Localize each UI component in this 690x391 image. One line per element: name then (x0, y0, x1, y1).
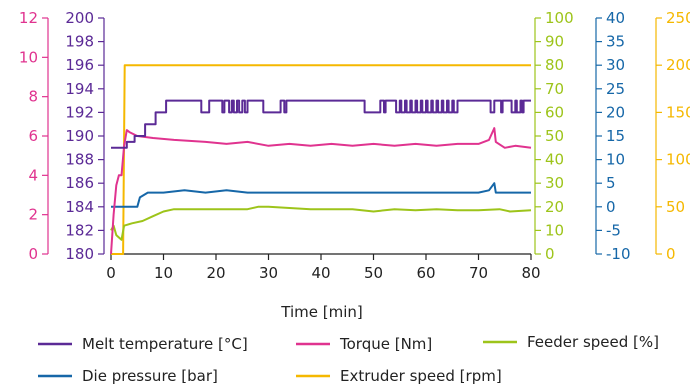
melt_temp-tick-label: 194 (65, 80, 94, 98)
x-tick-label: 50 (364, 264, 383, 282)
x-tick-label: 30 (259, 264, 278, 282)
legend-label: Feeder speed [%] (527, 333, 659, 351)
feeder-tick-label: 60 (545, 103, 564, 121)
pressure-tick-label: 10 (606, 151, 625, 169)
melt_temp-tick-label: 200 (65, 9, 94, 27)
torque-tick-label: 10 (19, 48, 38, 66)
melt_temp-tick-label: 188 (65, 151, 94, 169)
legend-item: Torque [Nm] (296, 335, 432, 353)
pressure-tick-label: -5 (606, 221, 621, 239)
torque-axis: 0 2 4 6 8 10 12 (19, 9, 49, 263)
legend-item: Extruder speed [rpm] (296, 367, 502, 385)
pressure-tick-label: -10 (606, 245, 631, 263)
melt_temp-tick-label: 196 (65, 56, 94, 74)
feeder-tick-label: 100 (545, 9, 574, 27)
legend-item: Feeder speed [%] (483, 333, 659, 351)
torque-tick-label: 8 (28, 88, 38, 106)
legend-label: Die pressure [bar] (82, 367, 218, 385)
torque-tick-label: 12 (19, 9, 38, 27)
torque-tick-label: 6 (28, 127, 38, 145)
melt_temp-axis: 180 182 184 186 188 190 192 194 196 198 200 (65, 9, 105, 263)
feeder-axis: 0 10 20 30 40 50 60 70 80 90 100 (534, 9, 574, 263)
melt_temp-tick-label: 184 (65, 198, 94, 216)
torque-tick-label: 0 (28, 245, 38, 263)
melt_temp-tick-label: 190 (65, 127, 94, 145)
pressure-tick-label: 30 (606, 56, 625, 74)
x-tick-label: 20 (206, 264, 225, 282)
feeder-tick-label: 90 (545, 33, 564, 51)
x-tick-label: 40 (311, 264, 330, 282)
pressure-tick-label: 25 (606, 80, 625, 98)
legend-label: Extruder speed [rpm] (340, 367, 502, 385)
legend-label: Torque [Nm] (339, 335, 432, 353)
extruder-axis: 0 50 100 150 200 250 (655, 9, 690, 263)
pressure-tick-label: 20 (606, 103, 625, 121)
extruder-tick-label: 50 (666, 198, 685, 216)
series-feeder-speed (110, 205, 532, 241)
melt_temp-tick-label: 180 (65, 245, 94, 263)
torque-tick-label: 2 (28, 206, 38, 224)
torque-tick-label: 4 (28, 166, 38, 184)
feeder-tick-label: 80 (545, 56, 564, 74)
melt_temp-tick-label: 186 (65, 174, 94, 192)
feeder-tick-label: 40 (545, 151, 564, 169)
series-torque-nm (110, 127, 532, 255)
legend-item: Die pressure [bar] (38, 367, 218, 385)
pressure-axis: -10 -5 0 5 10 15 20 25 30 35 40 (595, 9, 631, 263)
feeder-tick-label: 30 (545, 174, 564, 192)
melt_temp-tick-label: 182 (65, 221, 94, 239)
x-tick-label: 70 (469, 264, 488, 282)
x-tick-label: 0 (106, 264, 116, 282)
x-tick-label: 10 (154, 264, 173, 282)
series-melt-temperature-c (111, 99, 531, 149)
feeder-tick-label: 50 (545, 127, 564, 145)
legend: Melt temperature [°C] Torque [Nm] Feeder s… (38, 333, 659, 385)
pressure-tick-label: 40 (606, 9, 625, 27)
series-extruder-speed-rpm (111, 64, 531, 255)
pressure-tick-label: 5 (606, 174, 616, 192)
legend-item: Melt temperature [°C] (38, 335, 248, 353)
series-die-pressure-bar (111, 182, 531, 208)
melt_temp-tick-label: 198 (65, 33, 94, 51)
melt_temp-tick-label: 192 (65, 103, 94, 121)
x-tick-label: 60 (416, 264, 435, 282)
extruder-tick-label: 100 (666, 151, 690, 169)
extruder-tick-label: 150 (666, 103, 690, 121)
pressure-tick-label: 35 (606, 33, 625, 51)
x-tick-label: 80 (521, 264, 540, 282)
x-axis: 0 10 20 30 40 50 60 70 80 (106, 253, 541, 282)
feeder-tick-label: 70 (545, 80, 564, 98)
x-axis-title: Time [min] (280, 303, 362, 321)
feeder-tick-label: 20 (545, 198, 564, 216)
pressure-tick-label: 15 (606, 127, 625, 145)
extruder-tick-label: 0 (666, 245, 676, 263)
legend-label: Melt temperature [°C] (82, 335, 248, 353)
extruder-tick-label: 200 (666, 56, 690, 74)
feeder-tick-label: 10 (545, 221, 564, 239)
extruder-tick-label: 250 (666, 9, 690, 27)
axes-layer: 0 2 4 6 8 10 12 180 182 184 186 188 190 192 194 196 198 2… (19, 9, 690, 282)
feeder-tick-label: 0 (545, 245, 555, 263)
pressure-tick-label: 0 (606, 198, 616, 216)
series-layer (110, 64, 532, 255)
